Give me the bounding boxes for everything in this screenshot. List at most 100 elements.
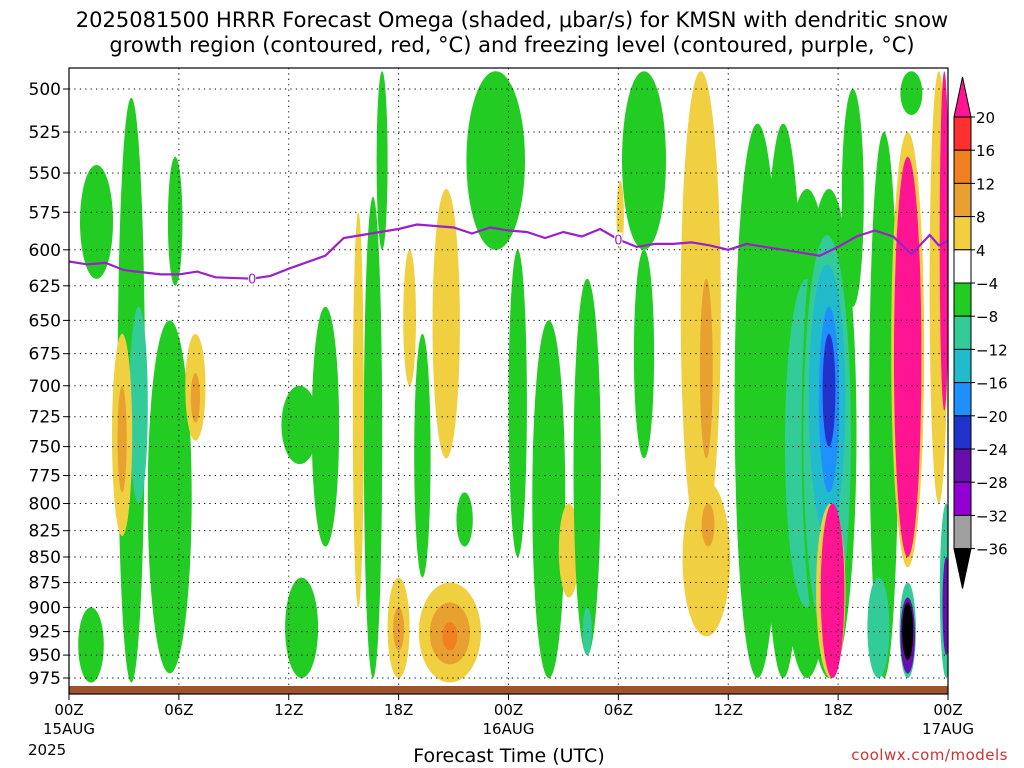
colorbar-swatch-8 (953, 348, 972, 384)
colorbar-swatch-7 (953, 315, 972, 350)
colorbar-label: −36 (976, 541, 1008, 559)
colorbar-swatch-6 (953, 282, 972, 317)
y-tick-label: 675 (29, 345, 61, 365)
colorbar-label: −16 (976, 375, 1008, 393)
omega-region-15 (376, 71, 388, 250)
y-axis: 500 525 550 575 600 625 650 675 700 725 750 775 800 8… (29, 80, 69, 689)
omega-region-32 (622, 71, 666, 250)
x-axis-label: Forecast Time (UTC) (413, 745, 605, 767)
omega-region-56 (902, 602, 914, 660)
colorbar-swatch-1 (953, 116, 972, 151)
omega-region-5 (129, 306, 148, 504)
omega-region-59 (939, 71, 948, 411)
colorbar-label: 8 (976, 209, 986, 227)
x-tick-label: 18Z (823, 701, 852, 719)
colorbar-top-arrow (953, 76, 972, 118)
year-label: 2025 (28, 741, 67, 759)
y-tick-label: 925 (29, 623, 61, 643)
y-tick-label: 600 (29, 241, 61, 261)
freezing-level-layer: 00 (69, 223, 948, 288)
colorbar-label: −32 (976, 507, 1008, 525)
y-tick-label: 825 (29, 522, 61, 542)
y-tick-label: 750 (29, 438, 61, 458)
gridlines-layer (69, 68, 948, 694)
y-tick-label: 900 (29, 598, 61, 618)
chart-title-line-1: 2025081500 HRRR Forecast Omega (shaded, … (75, 8, 949, 32)
y-tick-label: 725 (29, 408, 61, 428)
colorbar-label: 4 (976, 242, 986, 260)
omega-region-26 (508, 249, 527, 557)
y-tick-label: 500 (29, 80, 61, 100)
omega-region-10 (285, 577, 319, 678)
chart-title-line-2: growth region (contoured, red, °C) and f… (109, 33, 915, 57)
terrain-strip (69, 686, 948, 694)
omega-region-49 (820, 503, 845, 678)
x-tick-date-label: 17AUG (922, 720, 974, 738)
omega-region-53 (894, 156, 922, 557)
omega-region-27 (532, 320, 566, 678)
x-tick-label: 00Z (494, 701, 523, 719)
omega-region-28 (558, 503, 580, 598)
omega-region-51 (867, 577, 890, 678)
freezing-level-label: 0 (614, 233, 622, 248)
omega-region-13 (363, 196, 383, 678)
x-tick-label: 06Z (164, 701, 193, 719)
omega-region-17 (393, 607, 405, 651)
y-tick-label: 775 (29, 467, 61, 487)
omega-region-11 (311, 306, 340, 547)
omega-region-57 (900, 71, 923, 115)
omega-region-29 (573, 278, 601, 656)
omega-region-12 (281, 385, 319, 465)
y-tick-label: 550 (29, 164, 61, 184)
colorbar-swatch-5 (953, 249, 972, 284)
y-tick-label: 850 (29, 548, 61, 568)
omega-region-3 (167, 156, 183, 286)
colorbar-swatch-9 (953, 382, 972, 417)
colorbar-label: −12 (976, 341, 1008, 359)
colorbar-label: 12 (976, 175, 995, 193)
freezing-level-line (69, 223, 948, 280)
y-tick-label: 950 (29, 646, 61, 666)
omega-region-14 (352, 212, 364, 608)
colorbar-swatch-2 (953, 149, 972, 184)
colorbar-bottom-arrow (953, 548, 972, 589)
omega-region-47 (822, 333, 836, 447)
y-tick-label: 700 (29, 377, 61, 397)
colorbar-label: −28 (976, 474, 1008, 492)
x-tick-label: 00Z (933, 701, 962, 719)
colorbar-swatch-12 (953, 481, 972, 516)
omega-region-37 (701, 503, 715, 547)
colorbar-swatch-4 (953, 216, 972, 251)
x-tick-label: 12Z (714, 701, 743, 719)
omega-region-50 (869, 132, 899, 678)
freezing-label-bg-0 (248, 271, 257, 286)
omega-region-4 (147, 320, 192, 674)
colorbar-label: −20 (976, 408, 1008, 426)
freezing-level-label: 0 (248, 273, 256, 288)
omega-region-35 (682, 481, 731, 637)
freezing-label-bg-1 (614, 232, 623, 247)
colorbar-label: 20 (976, 109, 995, 127)
y-tick-label: 525 (29, 123, 61, 143)
x-tick-date-label: 16AUG (483, 720, 535, 738)
x-tick-label: 00Z (54, 701, 83, 719)
y-tick-label: 625 (29, 277, 61, 297)
omega-region-0 (80, 165, 113, 279)
x-tick-date-label: 15AUG (43, 720, 95, 738)
colorbar-label: 16 (976, 142, 995, 160)
x-tick-label: 18Z (384, 701, 413, 719)
omega-region-24 (456, 492, 473, 547)
colorbar-swatch-10 (953, 415, 972, 450)
omega-region-9 (190, 373, 200, 423)
colorbar-legend: 20 16 12 8 4 −4 −8 −12 −16 −20 −24 −28 −32 −36 (953, 76, 1008, 589)
colorbar-label: −8 (976, 308, 998, 326)
y-tick-label: 575 (29, 203, 61, 223)
colorbar-swatch-3 (953, 182, 972, 218)
y-tick-label: 975 (29, 669, 61, 689)
colorbar-label: −24 (976, 441, 1008, 459)
omega-region-61 (942, 557, 948, 655)
omega-region-36 (699, 278, 713, 459)
colorbar-label: −4 (976, 275, 998, 293)
